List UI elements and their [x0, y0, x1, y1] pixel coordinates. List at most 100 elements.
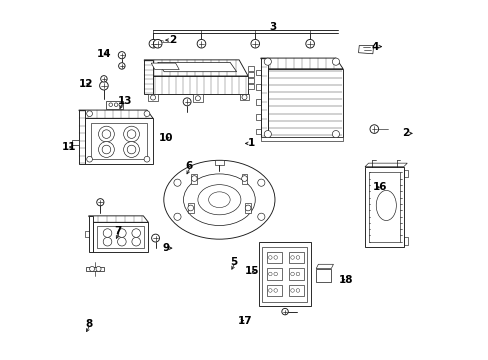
Circle shape: [96, 266, 101, 271]
Circle shape: [102, 145, 110, 154]
Circle shape: [191, 176, 197, 181]
Bar: [368, 172, 399, 242]
Text: 6: 6: [185, 161, 192, 171]
Text: 10: 10: [159, 133, 173, 143]
Circle shape: [296, 272, 299, 276]
Text: 16: 16: [372, 182, 386, 192]
Polygon shape: [267, 69, 343, 137]
Circle shape: [281, 309, 288, 315]
Polygon shape: [88, 216, 148, 222]
Polygon shape: [215, 160, 223, 165]
Circle shape: [369, 125, 378, 134]
Text: 4: 4: [371, 42, 378, 51]
Bar: [255, 114, 260, 120]
Bar: [262, 247, 306, 302]
Text: 2: 2: [402, 129, 409, 138]
Circle shape: [195, 96, 200, 101]
Text: 11: 11: [61, 142, 76, 152]
Circle shape: [123, 126, 139, 142]
Circle shape: [153, 40, 162, 48]
Circle shape: [102, 130, 110, 138]
Circle shape: [103, 229, 112, 237]
Circle shape: [244, 205, 250, 211]
Text: 15: 15: [244, 266, 258, 276]
Circle shape: [187, 205, 193, 211]
Bar: [266, 268, 281, 280]
Circle shape: [99, 141, 114, 157]
Circle shape: [103, 237, 112, 246]
Bar: [364, 167, 403, 247]
Circle shape: [268, 256, 271, 259]
Polygon shape: [358, 45, 373, 54]
Polygon shape: [88, 216, 93, 252]
Text: 1: 1: [247, 139, 255, 148]
Bar: [255, 99, 260, 105]
Circle shape: [241, 176, 247, 181]
Circle shape: [264, 58, 271, 65]
Circle shape: [101, 76, 107, 82]
Circle shape: [118, 51, 125, 59]
Polygon shape: [247, 78, 254, 83]
Polygon shape: [106, 101, 123, 109]
Circle shape: [332, 131, 339, 138]
Bar: [244, 203, 250, 213]
Polygon shape: [153, 76, 247, 94]
Polygon shape: [260, 58, 267, 137]
Circle shape: [144, 111, 149, 117]
Circle shape: [117, 229, 126, 237]
Bar: [241, 174, 247, 184]
Circle shape: [174, 213, 181, 220]
Circle shape: [117, 237, 126, 246]
Circle shape: [123, 141, 139, 157]
Polygon shape: [72, 140, 79, 145]
Circle shape: [119, 103, 122, 107]
Circle shape: [99, 126, 114, 142]
Circle shape: [151, 234, 159, 242]
Ellipse shape: [375, 190, 396, 221]
Text: 14: 14: [96, 49, 111, 59]
Polygon shape: [364, 163, 407, 167]
Circle shape: [257, 179, 264, 186]
Circle shape: [290, 289, 294, 292]
Circle shape: [332, 58, 339, 65]
Circle shape: [100, 81, 108, 90]
Polygon shape: [151, 63, 179, 69]
Polygon shape: [260, 58, 343, 69]
Circle shape: [144, 156, 149, 162]
Polygon shape: [85, 118, 153, 164]
Circle shape: [290, 256, 294, 259]
Circle shape: [132, 229, 140, 237]
Circle shape: [268, 272, 271, 276]
Bar: [266, 252, 281, 263]
Text: 12: 12: [79, 79, 93, 89]
Polygon shape: [260, 137, 343, 140]
Circle shape: [290, 272, 294, 276]
Ellipse shape: [183, 174, 255, 226]
Text: 5: 5: [230, 257, 237, 267]
Circle shape: [109, 103, 112, 107]
Polygon shape: [148, 94, 158, 101]
Circle shape: [119, 63, 125, 69]
Polygon shape: [86, 267, 104, 271]
Circle shape: [257, 213, 264, 220]
Polygon shape: [247, 66, 254, 71]
Bar: [255, 84, 260, 90]
Circle shape: [296, 256, 299, 259]
Circle shape: [89, 266, 94, 271]
Circle shape: [296, 289, 299, 292]
Circle shape: [264, 131, 271, 138]
Circle shape: [86, 111, 92, 117]
Circle shape: [305, 40, 314, 48]
Bar: [288, 268, 304, 280]
Bar: [164, 197, 273, 203]
Polygon shape: [247, 72, 254, 77]
Polygon shape: [93, 222, 148, 252]
Bar: [316, 269, 330, 282]
Bar: [258, 242, 310, 306]
Text: 9: 9: [162, 243, 169, 253]
Circle shape: [132, 237, 140, 246]
Polygon shape: [91, 123, 147, 159]
Polygon shape: [79, 110, 153, 118]
Circle shape: [197, 40, 205, 48]
Polygon shape: [85, 231, 93, 237]
